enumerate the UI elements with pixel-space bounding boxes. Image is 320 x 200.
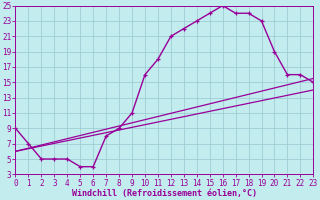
X-axis label: Windchill (Refroidissement éolien,°C): Windchill (Refroidissement éolien,°C) [72,189,257,198]
